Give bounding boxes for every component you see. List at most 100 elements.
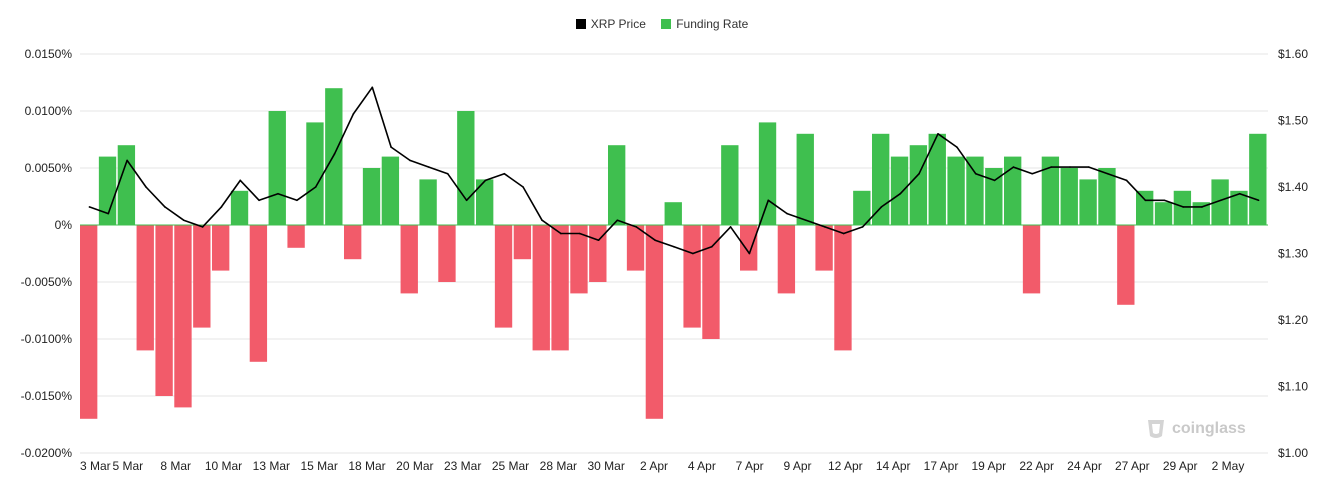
price-point xyxy=(1031,172,1034,175)
price-point xyxy=(578,232,581,235)
left-tick-label: 0% xyxy=(55,218,73,232)
price-point xyxy=(1125,179,1128,182)
funding-bar xyxy=(645,225,664,419)
price-point xyxy=(88,206,91,208)
right-tick-label: $1.30 xyxy=(1278,247,1308,261)
price-point xyxy=(1201,206,1203,208)
funding-bar xyxy=(1004,156,1022,225)
right-tick-label: $1.00 xyxy=(1278,446,1308,460)
x-tick-label: 29 Apr xyxy=(1163,459,1198,473)
funding-bar xyxy=(80,225,98,419)
price-point xyxy=(314,186,317,188)
price-point xyxy=(842,232,845,235)
funding-bar xyxy=(758,122,777,225)
price-point xyxy=(824,226,826,228)
price-point xyxy=(767,199,770,202)
x-tick-label: 12 Apr xyxy=(828,459,863,473)
x-tick-label: 30 Mar xyxy=(587,459,624,473)
x-tick-label: 23 Mar xyxy=(444,459,481,473)
watermark-text: coinglass xyxy=(1172,420,1246,437)
price-point xyxy=(371,86,374,89)
x-tick-label: 9 Apr xyxy=(783,459,811,473)
funding-bar xyxy=(1173,190,1192,225)
price-point xyxy=(805,219,807,222)
funding-bar xyxy=(117,145,136,225)
funding-rate-series xyxy=(80,88,1268,419)
price-point xyxy=(673,246,675,248)
funding-bar xyxy=(212,225,230,271)
price-point xyxy=(1238,192,1241,195)
funding-bar xyxy=(457,111,475,225)
price-point xyxy=(616,219,619,222)
price-point xyxy=(861,226,864,228)
price-point xyxy=(597,239,600,241)
funding-bar xyxy=(494,225,513,328)
price-point xyxy=(1163,199,1166,202)
price-point xyxy=(390,146,392,148)
funding-bar xyxy=(155,225,173,396)
funding-bar xyxy=(796,133,814,225)
funding-bar xyxy=(890,156,909,225)
x-tick-label: 22 Apr xyxy=(1019,459,1054,473)
legend-item-price[interactable]: XRP Price xyxy=(575,17,646,31)
price-point xyxy=(220,206,223,208)
funding-bar xyxy=(1136,190,1154,225)
left-tick-label: -0.0150% xyxy=(21,389,73,403)
funding-bar xyxy=(438,225,456,282)
left-tick-label: 0.0100% xyxy=(25,104,73,118)
left-tick-label: 0.0050% xyxy=(25,161,73,175)
price-point xyxy=(654,239,656,241)
funding-bar xyxy=(268,111,286,225)
price-point xyxy=(145,186,147,188)
funding-bar xyxy=(362,168,381,225)
x-tick-label: 7 Apr xyxy=(736,459,764,473)
price-point xyxy=(1182,206,1184,208)
funding-bar xyxy=(249,225,268,362)
price-point xyxy=(1088,166,1090,168)
price-series xyxy=(88,86,1260,255)
price-point xyxy=(164,206,166,208)
x-tick-label: 3 Mar xyxy=(80,459,111,473)
right-tick-label: $1.40 xyxy=(1278,180,1308,194)
funding-bar xyxy=(306,122,324,225)
funding-bar xyxy=(702,225,720,339)
price-point xyxy=(1220,199,1222,202)
x-tick-label: 17 Apr xyxy=(924,459,959,473)
left-axis: 0.0150% 0.0100% 0.0050% 0% -0.0050% -0.0100% -… xyxy=(21,47,73,460)
funding-bar xyxy=(1079,179,1097,225)
funding-bar xyxy=(513,225,532,260)
x-tick-label: 19 Apr xyxy=(971,459,1006,473)
price-point xyxy=(993,179,996,182)
legend-funding-label: Funding Rate xyxy=(676,17,749,31)
funding-bar xyxy=(1022,225,1041,294)
funding-bar xyxy=(853,190,871,225)
price-point xyxy=(974,172,977,175)
x-tick-label: 24 Apr xyxy=(1067,459,1102,473)
price-point xyxy=(446,172,449,175)
funding-bar xyxy=(1041,156,1060,225)
price-point xyxy=(956,146,958,148)
x-tick-label: 14 Apr xyxy=(876,459,911,473)
funding-bar xyxy=(98,156,117,225)
funding-bar xyxy=(1249,133,1267,225)
x-tick-label: 4 Apr xyxy=(688,459,716,473)
price-point xyxy=(201,226,204,228)
price-point xyxy=(352,113,355,115)
x-tick-label: 27 Apr xyxy=(1115,459,1150,473)
funding-swatch xyxy=(661,19,672,29)
price-point xyxy=(258,199,260,202)
price-point xyxy=(1050,166,1052,168)
legend-price-label: XRP Price xyxy=(590,17,646,31)
price-point xyxy=(503,172,506,175)
funding-bar xyxy=(777,225,796,294)
left-tick-label: -0.0100% xyxy=(21,332,73,346)
x-tick-label: 2 Apr xyxy=(640,459,668,473)
funding-bar xyxy=(136,225,154,351)
price-point xyxy=(692,252,694,255)
price-point xyxy=(918,172,920,175)
legend: XRP Price Funding Rate xyxy=(0,17,1324,32)
price-point xyxy=(541,219,543,222)
legend-item-funding[interactable]: Funding Rate xyxy=(661,17,748,31)
funding-bar xyxy=(834,225,852,351)
